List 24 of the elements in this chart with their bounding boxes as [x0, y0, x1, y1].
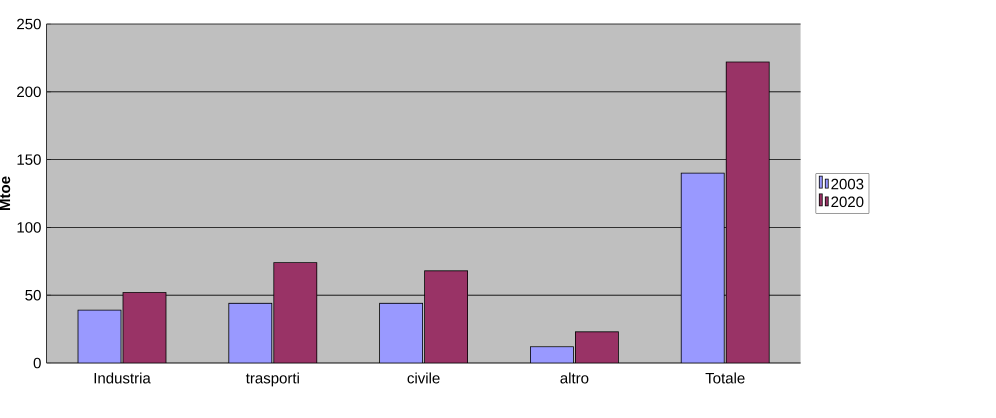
bar [726, 62, 770, 363]
bar [78, 310, 122, 363]
x-tick-label: altro [560, 372, 588, 384]
bar [530, 346, 574, 363]
legend-label: 2020 [831, 196, 864, 208]
y-tick-label: 100 [18, 222, 41, 233]
bar [379, 302, 424, 363]
x-tick-label: civile [408, 372, 440, 384]
x-tick-label: Industria [94, 372, 151, 384]
y-tick-label: 200 [17, 86, 41, 98]
x-tick-label: Totale [706, 372, 745, 384]
y-tick-label: 50 [25, 290, 41, 301]
legend-label: 2003 [831, 178, 864, 190]
bar [228, 302, 272, 363]
bar [575, 331, 619, 363]
bar [680, 172, 725, 363]
x-tick-label: trasporti [246, 372, 299, 386]
y-tick-label: 0 [34, 358, 41, 368]
y-tick-label: 250 [17, 18, 41, 30]
bar [424, 270, 468, 363]
bar [273, 262, 318, 363]
y-axis-title: Mtoe [0, 176, 10, 210]
bar [122, 292, 166, 363]
y-tick-label: 150 [18, 154, 41, 165]
